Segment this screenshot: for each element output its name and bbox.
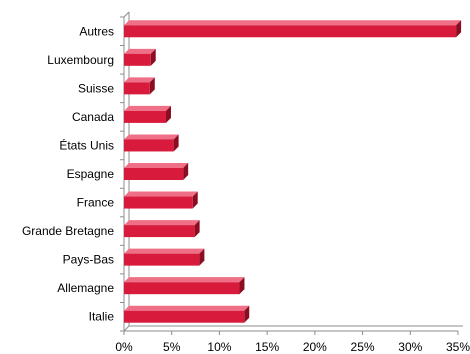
- bar-top-face: [124, 277, 245, 283]
- bar-end-face: [239, 277, 245, 295]
- x-tick-label: 10%: [207, 340, 231, 354]
- bar-top-face: [124, 134, 179, 140]
- bar-grande-bretagne: [124, 220, 200, 238]
- x-tick-label: 15%: [255, 340, 279, 354]
- bar-top-face: [124, 48, 156, 54]
- bar-canada: [124, 105, 171, 123]
- bar-front-face: [124, 168, 184, 180]
- x-tick-label: 0%: [115, 340, 133, 354]
- bar-top-face: [124, 305, 250, 311]
- bar-front-face: [124, 110, 166, 123]
- bar-front-face: [124, 53, 151, 66]
- x-tick-label: 20%: [303, 340, 327, 354]
- bar-top-face: [124, 77, 155, 83]
- bar-front-face: [124, 25, 457, 38]
- bar-front-face: [124, 225, 195, 238]
- chart-bars: [124, 20, 462, 323]
- bar-end-face: [165, 105, 171, 123]
- x-tick-labels: 0% 5% 10% 15% 20% 25% 30% 35%: [115, 340, 470, 354]
- x-tick-label: 25%: [351, 340, 375, 354]
- bar-france: [124, 191, 198, 209]
- x-tick-label: 5%: [163, 340, 181, 354]
- x-tick-label: 30%: [398, 340, 422, 354]
- bar-luxembourg: [124, 48, 156, 66]
- category-label-etats-unis: États Unis: [59, 137, 114, 152]
- bar-pays-bas: [124, 248, 205, 266]
- category-label-grande-bretagne: Grande Bretagne: [22, 224, 114, 238]
- category-label-allemagne: Allemagne: [57, 281, 114, 295]
- bar-front-face: [124, 196, 193, 209]
- category-label-autres: Autres: [79, 24, 114, 38]
- bar-top-face: [124, 191, 198, 197]
- bar-end-face: [194, 220, 200, 238]
- bar-end-face: [173, 134, 179, 152]
- bar-autres: [124, 20, 462, 38]
- y-axis-top-depth: [123, 11, 130, 18]
- bar-allemagne: [124, 277, 245, 295]
- bar-front-face: [124, 82, 150, 95]
- chart-axes: [120, 11, 463, 335]
- x-tick-label: 35%: [446, 340, 470, 354]
- bar-italie: [124, 305, 250, 323]
- bar-front-face: [124, 282, 240, 295]
- category-label-espagne: Espagne: [67, 167, 115, 181]
- bar-end-face: [244, 305, 250, 323]
- bar-top-face: [124, 105, 171, 111]
- bar-end-face: [456, 20, 462, 38]
- bar-top-face: [124, 220, 200, 226]
- category-label-france: France: [77, 196, 115, 210]
- bar-front-face: [124, 310, 245, 323]
- bar-etats-unis: [124, 134, 179, 152]
- bar-suisse: [124, 77, 155, 95]
- category-labels: Autres Luxembourg Suisse Canada États Unis Es…: [22, 24, 114, 323]
- bar-top-face: [124, 20, 462, 26]
- category-label-pays-bas: Pays-Bas: [63, 253, 114, 267]
- category-label-canada: Canada: [72, 110, 114, 124]
- bar-end-face: [150, 48, 156, 66]
- bar-top-face: [124, 248, 205, 254]
- category-label-italie: Italie: [89, 310, 115, 324]
- bar-end-face: [183, 163, 189, 180]
- category-label-luxembourg: Luxembourg: [47, 53, 114, 67]
- bar-espagne: [124, 163, 189, 180]
- bar-end-face: [149, 77, 155, 95]
- bar-end-face: [192, 191, 198, 209]
- bar-top-face: [124, 163, 189, 168]
- category-label-suisse: Suisse: [78, 81, 114, 95]
- bar-front-face: [124, 139, 174, 152]
- x-axis-depth: [123, 325, 130, 332]
- bar-front-face: [124, 253, 200, 266]
- bar-end-face: [199, 248, 205, 266]
